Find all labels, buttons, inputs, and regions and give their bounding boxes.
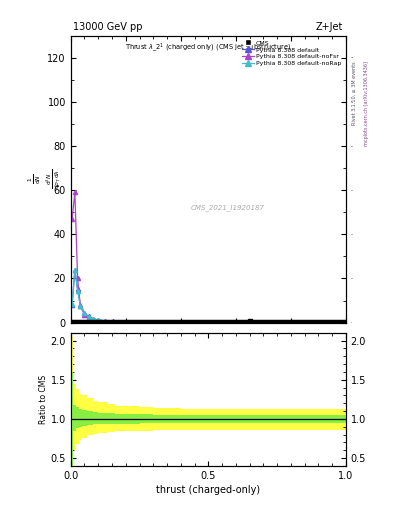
Text: Rivet 3.1.10, ≥ 3M events: Rivet 3.1.10, ≥ 3M events (352, 61, 357, 125)
Text: mcplots.cern.ch [arXiv:1306.3436]: mcplots.cern.ch [arXiv:1306.3436] (364, 61, 369, 146)
Text: CMS_2021_I1920187: CMS_2021_I1920187 (191, 204, 264, 211)
Y-axis label: $\frac{1}{\mathrm{d}N}$
$\frac{\mathrm{d}^2 N}{\mathrm{d}p_{\mathrm{T}}\,\mathrm: $\frac{1}{\mathrm{d}N}$ $\frac{\mathrm{d… (26, 169, 63, 189)
X-axis label: thrust (charged-only): thrust (charged-only) (156, 485, 260, 495)
Text: Z+Jet: Z+Jet (316, 22, 343, 32)
Legend: CMS, Pythia 8.308 default, Pythia 8.308 default-noFsr, Pythia 8.308 default-noRa: CMS, Pythia 8.308 default, Pythia 8.308 … (241, 39, 343, 68)
Y-axis label: Ratio to CMS: Ratio to CMS (39, 375, 48, 424)
Text: Thrust $\lambda$_2$^1$ (charged only) (CMS jet substructure): Thrust $\lambda$_2$^1$ (charged only) (C… (125, 41, 292, 54)
Text: 13000 GeV pp: 13000 GeV pp (73, 22, 143, 32)
